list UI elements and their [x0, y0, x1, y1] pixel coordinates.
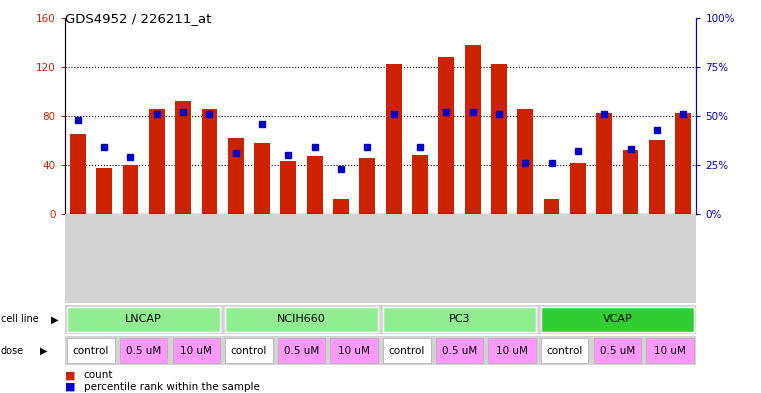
Bar [281, 162, 296, 214]
Text: cell line: cell line [1, 314, 39, 324]
Bar [228, 138, 244, 214]
Text: 10 uM: 10 uM [338, 346, 370, 356]
Bar [465, 45, 480, 214]
Bar [149, 108, 164, 214]
FancyBboxPatch shape [225, 338, 272, 363]
FancyBboxPatch shape [173, 338, 220, 363]
FancyBboxPatch shape [67, 338, 115, 363]
Bar [675, 114, 691, 214]
Text: VCAP: VCAP [603, 314, 632, 324]
FancyBboxPatch shape [330, 338, 378, 363]
FancyBboxPatch shape [646, 338, 694, 363]
Text: 0.5 uM: 0.5 uM [284, 346, 319, 356]
Text: count: count [84, 370, 113, 380]
Bar [412, 155, 428, 214]
Bar [543, 199, 559, 214]
Text: 10 uM: 10 uM [496, 346, 528, 356]
FancyBboxPatch shape [594, 338, 641, 363]
Bar [96, 167, 112, 214]
Bar [438, 57, 454, 214]
FancyBboxPatch shape [436, 338, 483, 363]
Bar [597, 114, 612, 214]
Bar [254, 143, 270, 214]
FancyBboxPatch shape [225, 307, 378, 332]
Text: 10 uM: 10 uM [180, 346, 212, 356]
Text: ▶: ▶ [40, 346, 47, 356]
Text: percentile rank within the sample: percentile rank within the sample [84, 382, 260, 392]
Text: 0.5 uM: 0.5 uM [126, 346, 161, 356]
Bar [491, 64, 507, 214]
Bar [359, 158, 375, 214]
Text: LNCAP: LNCAP [126, 314, 162, 324]
Bar [386, 64, 402, 214]
FancyBboxPatch shape [489, 338, 536, 363]
FancyBboxPatch shape [65, 305, 696, 334]
Bar [333, 199, 349, 214]
Text: control: control [546, 346, 583, 356]
Text: 10 uM: 10 uM [654, 346, 686, 356]
Text: control: control [73, 346, 109, 356]
Text: 0.5 uM: 0.5 uM [442, 346, 477, 356]
Text: ■: ■ [65, 370, 75, 380]
Text: dose: dose [1, 346, 24, 356]
FancyBboxPatch shape [541, 307, 694, 332]
Bar [202, 108, 218, 214]
FancyBboxPatch shape [278, 338, 325, 363]
Text: ■: ■ [65, 382, 75, 392]
FancyBboxPatch shape [65, 336, 696, 365]
Bar [307, 156, 323, 214]
Bar [123, 165, 139, 214]
Text: 0.5 uM: 0.5 uM [600, 346, 635, 356]
Text: NCIH660: NCIH660 [277, 314, 326, 324]
Bar [649, 140, 665, 214]
Bar [175, 101, 191, 214]
FancyBboxPatch shape [383, 307, 536, 332]
Bar [517, 108, 533, 214]
FancyBboxPatch shape [120, 338, 167, 363]
Text: control: control [231, 346, 267, 356]
FancyBboxPatch shape [383, 338, 431, 363]
Text: PC3: PC3 [449, 314, 470, 324]
Bar [570, 163, 586, 214]
Text: GDS4952 / 226211_at: GDS4952 / 226211_at [65, 12, 211, 25]
Bar [622, 150, 638, 214]
Text: control: control [389, 346, 425, 356]
FancyBboxPatch shape [67, 307, 220, 332]
FancyBboxPatch shape [541, 338, 588, 363]
Text: ▶: ▶ [51, 314, 59, 324]
Bar [70, 134, 86, 214]
